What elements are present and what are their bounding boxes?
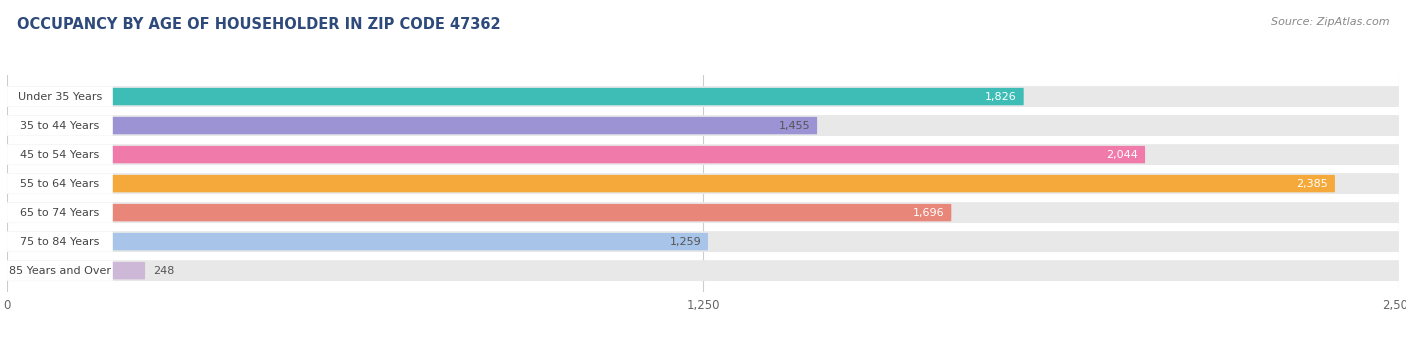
Text: 75 to 84 Years: 75 to 84 Years	[20, 237, 100, 246]
FancyBboxPatch shape	[7, 202, 1399, 223]
FancyBboxPatch shape	[7, 260, 1399, 281]
Text: 1,696: 1,696	[912, 208, 945, 218]
FancyBboxPatch shape	[7, 173, 112, 194]
Text: 1,826: 1,826	[986, 91, 1017, 102]
FancyBboxPatch shape	[7, 204, 952, 221]
FancyBboxPatch shape	[7, 86, 112, 107]
FancyBboxPatch shape	[7, 175, 1334, 192]
Text: 65 to 74 Years: 65 to 74 Years	[20, 208, 100, 218]
FancyBboxPatch shape	[7, 144, 1399, 165]
FancyBboxPatch shape	[7, 231, 1399, 252]
Text: Under 35 Years: Under 35 Years	[18, 91, 103, 102]
Text: 55 to 64 Years: 55 to 64 Years	[20, 178, 100, 189]
FancyBboxPatch shape	[7, 260, 112, 281]
FancyBboxPatch shape	[7, 233, 709, 250]
FancyBboxPatch shape	[7, 262, 145, 279]
Text: 1,259: 1,259	[669, 237, 702, 246]
FancyBboxPatch shape	[7, 144, 112, 165]
Text: 2,044: 2,044	[1107, 150, 1139, 159]
Text: OCCUPANCY BY AGE OF HOUSEHOLDER IN ZIP CODE 47362: OCCUPANCY BY AGE OF HOUSEHOLDER IN ZIP C…	[17, 17, 501, 32]
Text: 45 to 54 Years: 45 to 54 Years	[20, 150, 100, 159]
Text: 1,455: 1,455	[779, 121, 810, 131]
Text: Source: ZipAtlas.com: Source: ZipAtlas.com	[1271, 17, 1389, 27]
FancyBboxPatch shape	[7, 115, 112, 136]
Text: 35 to 44 Years: 35 to 44 Years	[20, 121, 100, 131]
FancyBboxPatch shape	[7, 88, 1024, 105]
FancyBboxPatch shape	[7, 115, 1399, 136]
Text: 85 Years and Over: 85 Years and Over	[8, 266, 111, 276]
FancyBboxPatch shape	[7, 146, 1144, 163]
FancyBboxPatch shape	[7, 173, 1399, 194]
FancyBboxPatch shape	[7, 86, 1399, 107]
FancyBboxPatch shape	[7, 232, 112, 252]
FancyBboxPatch shape	[7, 117, 817, 134]
Text: 2,385: 2,385	[1296, 178, 1329, 189]
FancyBboxPatch shape	[7, 202, 112, 223]
Text: 248: 248	[153, 266, 174, 276]
